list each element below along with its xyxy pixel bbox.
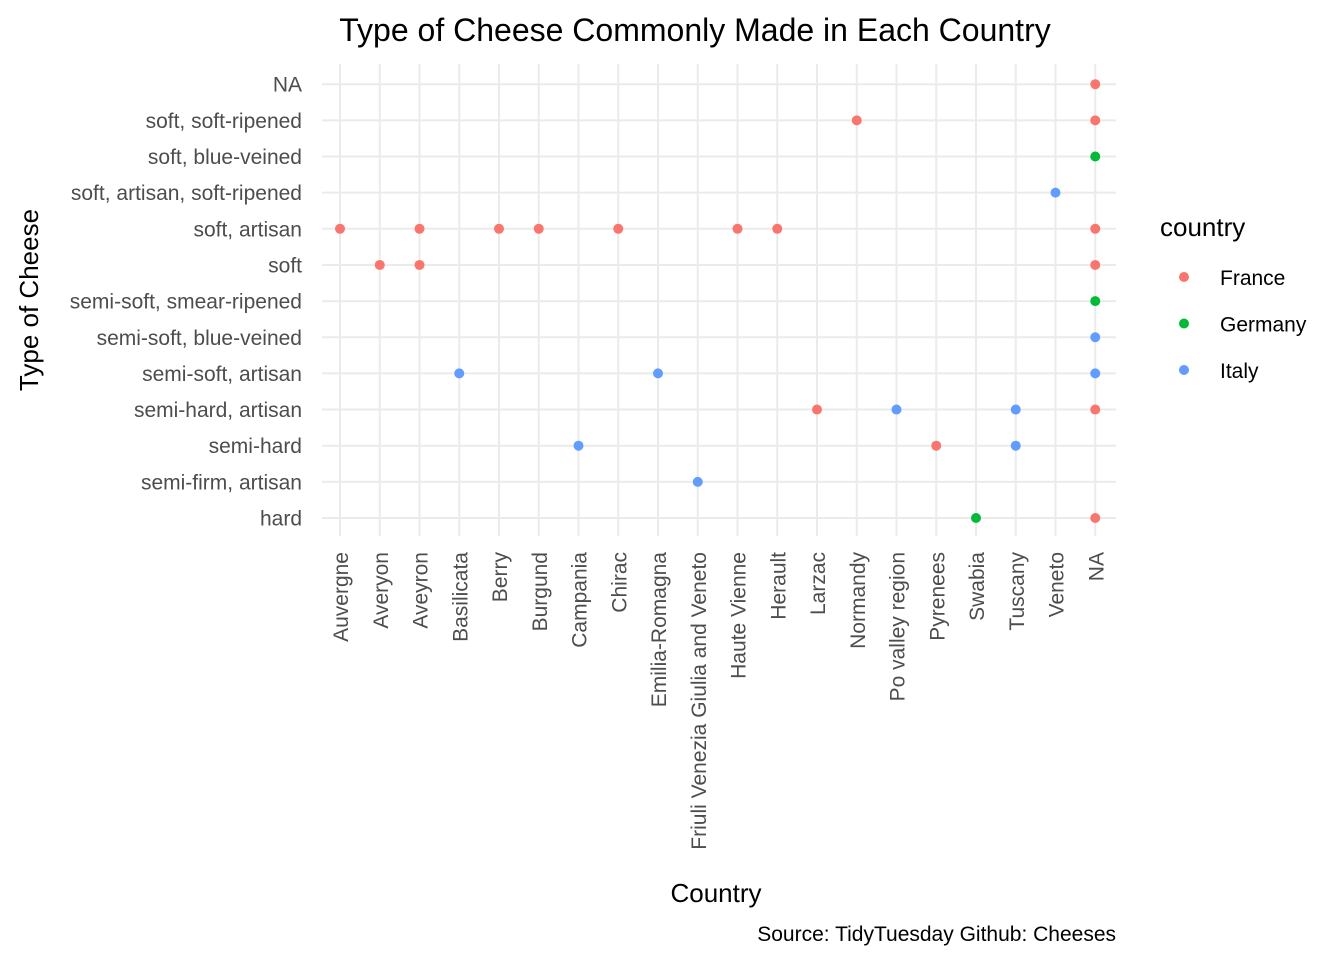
data-point-france — [335, 223, 345, 234]
chart-caption: Source: TidyTuesday Github: Cheeses — [757, 923, 1116, 946]
y-tick-label: semi-firm, artisan — [141, 471, 302, 494]
data-point-france — [533, 223, 544, 234]
points-layer — [335, 79, 1101, 523]
x-tick-label: Aveyron — [410, 552, 433, 629]
x-tick-label: Auvergne — [330, 552, 353, 642]
legend: country France Germany Italy — [1160, 212, 1307, 383]
x-tick-label: Normandy — [847, 552, 870, 649]
x-tick-label: Campania — [569, 552, 592, 648]
y-tick-label: semi-hard, artisan — [134, 399, 302, 422]
legend-label: France — [1220, 267, 1285, 290]
data-point-france — [414, 223, 425, 234]
x-tick-label: Herault — [767, 552, 790, 620]
data-point-france — [812, 404, 822, 415]
legend-key-france — [1179, 272, 1189, 282]
data-point-france — [732, 223, 743, 234]
x-tick-label: Burgund — [529, 552, 552, 631]
x-tick-label: Veneto — [1046, 552, 1069, 617]
y-tick-labels: hard semi-firm, artisan semi-hard semi-hard… — [70, 74, 302, 531]
legend-label: Italy — [1220, 360, 1259, 383]
data-point-france — [1090, 513, 1101, 523]
data-point-france — [1090, 259, 1101, 270]
y-tick-label: semi-hard — [209, 435, 302, 458]
y-tick-label: soft, soft-ripened — [146, 110, 302, 133]
x-tick-label: Chirac — [608, 552, 631, 613]
x-tick-label: Emilia-Romagna — [648, 552, 671, 708]
data-point-france — [1090, 79, 1101, 90]
x-axis-title: Country — [670, 878, 761, 908]
y-tick-label: soft, artisan — [193, 218, 302, 241]
y-tick-label: semi-soft, artisan — [142, 363, 302, 386]
x-tick-label: NA — [1085, 552, 1108, 581]
legend-key-italy — [1179, 365, 1189, 375]
data-point-italy — [891, 404, 902, 415]
x-tick-label: Po valley region — [887, 552, 910, 701]
data-point-italy — [1090, 368, 1101, 379]
data-point-italy — [1090, 332, 1101, 343]
data-point-italy — [573, 440, 584, 451]
x-tick-label: Tuscany — [1006, 552, 1029, 631]
grid-layer — [322, 64, 1116, 536]
y-tick-label: NA — [273, 74, 302, 97]
x-tick-label: Berry — [489, 552, 512, 603]
data-point-france — [414, 259, 425, 270]
x-tick-label: Swabia — [966, 552, 989, 621]
data-point-france — [772, 223, 783, 234]
x-tick-label: Basilicata — [449, 552, 472, 642]
data-point-italy — [653, 368, 663, 379]
y-tick-label: semi-soft, smear-ripened — [70, 291, 302, 314]
y-tick-label: hard — [260, 508, 302, 531]
data-point-germany — [1090, 151, 1101, 162]
data-point-france — [1090, 404, 1101, 415]
data-point-italy — [1050, 187, 1061, 198]
data-point-france — [613, 223, 624, 234]
legend-key-germany — [1179, 318, 1189, 329]
data-point-germany — [971, 513, 981, 523]
data-point-italy — [692, 476, 703, 487]
data-point-france — [1090, 223, 1101, 234]
y-tick-label: semi-soft, blue-veined — [97, 327, 302, 350]
x-tick-label: Friuli Venezia Giulia and Veneto — [688, 552, 711, 850]
x-tick-label: Haute Vienne — [728, 552, 751, 679]
x-tick-labels: Auvergne Averyon Aveyron Basilicata Berry Bur… — [330, 552, 1108, 850]
x-tick-label: Larzac — [807, 552, 830, 615]
data-point-france — [851, 115, 862, 126]
data-point-france — [1090, 115, 1101, 126]
data-point-italy — [454, 368, 465, 379]
data-point-france — [494, 223, 504, 234]
y-tick-label: soft — [268, 254, 302, 277]
y-axis-title: Type of Cheese — [14, 209, 44, 391]
y-tick-label: soft, blue-veined — [148, 146, 302, 169]
data-point-italy — [1010, 404, 1021, 415]
x-tick-label: Averyon — [370, 552, 393, 629]
data-point-germany — [1090, 296, 1101, 307]
x-tick-label: Pyrenees — [926, 552, 949, 641]
data-point-italy — [1010, 440, 1021, 451]
y-tick-label: soft, artisan, soft-ripened — [71, 182, 302, 205]
data-point-france — [374, 259, 385, 270]
legend-label: Germany — [1220, 314, 1307, 337]
chart-title: Type of Cheese Commonly Made in Each Cou… — [339, 12, 1050, 48]
legend-title: country — [1160, 212, 1245, 242]
data-point-france — [931, 440, 942, 451]
